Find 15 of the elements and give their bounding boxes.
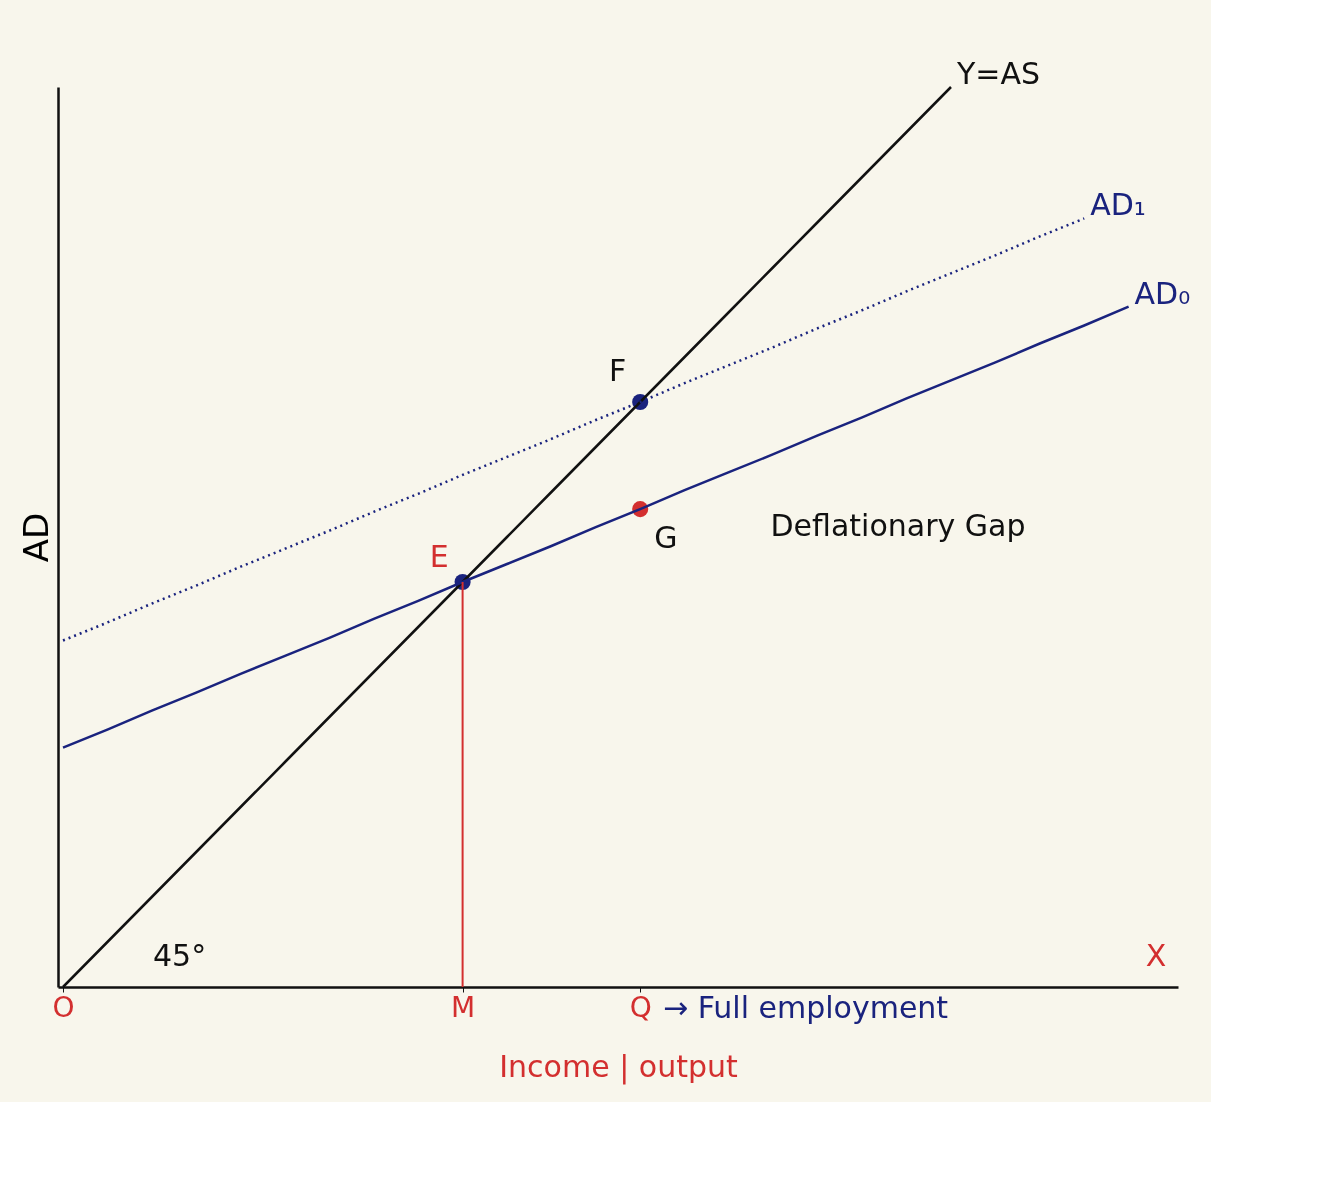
x-tick-label: O xyxy=(52,990,75,1024)
x-axis-title: Income | output xyxy=(499,1048,738,1085)
annotation: G xyxy=(654,520,678,556)
series-label: AD₁ xyxy=(1090,187,1146,223)
annotation: E xyxy=(429,539,449,574)
annotation: X xyxy=(1145,938,1167,973)
x-tick-label: Q xyxy=(629,990,652,1024)
series-label: Y=AS xyxy=(956,56,1041,91)
annotation: F xyxy=(608,353,627,388)
annotation: Deflationary Gap xyxy=(770,508,1026,543)
text: → Full employment xyxy=(663,990,949,1025)
y-axis-title: AD xyxy=(15,512,56,563)
series-label: AD₀ xyxy=(1134,275,1191,311)
x-tick-label: M xyxy=(451,990,476,1024)
annotation: 45° xyxy=(153,938,207,973)
